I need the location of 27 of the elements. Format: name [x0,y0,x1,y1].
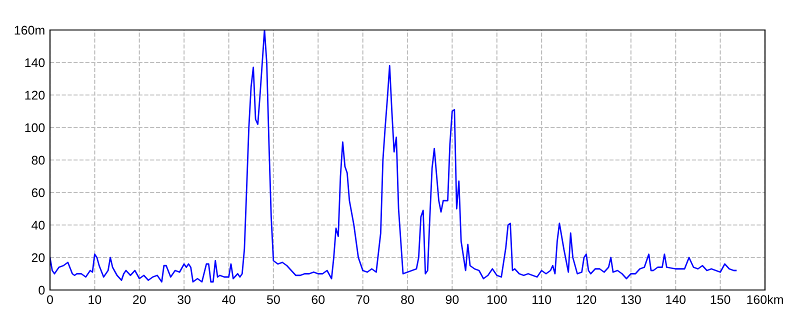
x-tick-label: 30 [178,295,191,304]
x-tick-label: 80 [401,295,414,304]
x-tick-label: 10 [88,295,102,304]
x-tick-label: 160km [747,294,783,304]
y-tick-label: 140 [25,58,45,68]
y-tick-label: 0 [38,286,45,295]
y-tick-label: 60 [32,188,45,198]
x-tick-label: 90 [446,295,459,304]
x-tick-label: 150 [710,295,730,304]
y-tick-label: 100 [25,123,45,132]
x-tick-label: 60 [312,295,325,304]
y-tick-label: 20 [32,253,45,262]
x-tick-label: 50 [266,295,280,304]
x-tick-label: 40 [222,295,236,304]
x-tick-label: 120 [576,295,596,304]
x-tick-label: 140 [666,295,686,304]
x-tick-label: 110 [532,295,552,304]
x-tick-label: 130 [621,295,641,304]
x-tick-label: 20 [133,295,146,304]
x-tick-label: 100 [487,295,507,304]
y-tick-label: 160m [14,26,44,35]
y-tick-label: 120 [25,90,45,100]
x-tick-label: 0 [47,295,53,304]
y-tick-label: 40 [32,220,45,230]
line-series [50,30,737,283]
y-tick-label: 80 [32,156,45,165]
x-tick-label: 70 [356,295,370,304]
